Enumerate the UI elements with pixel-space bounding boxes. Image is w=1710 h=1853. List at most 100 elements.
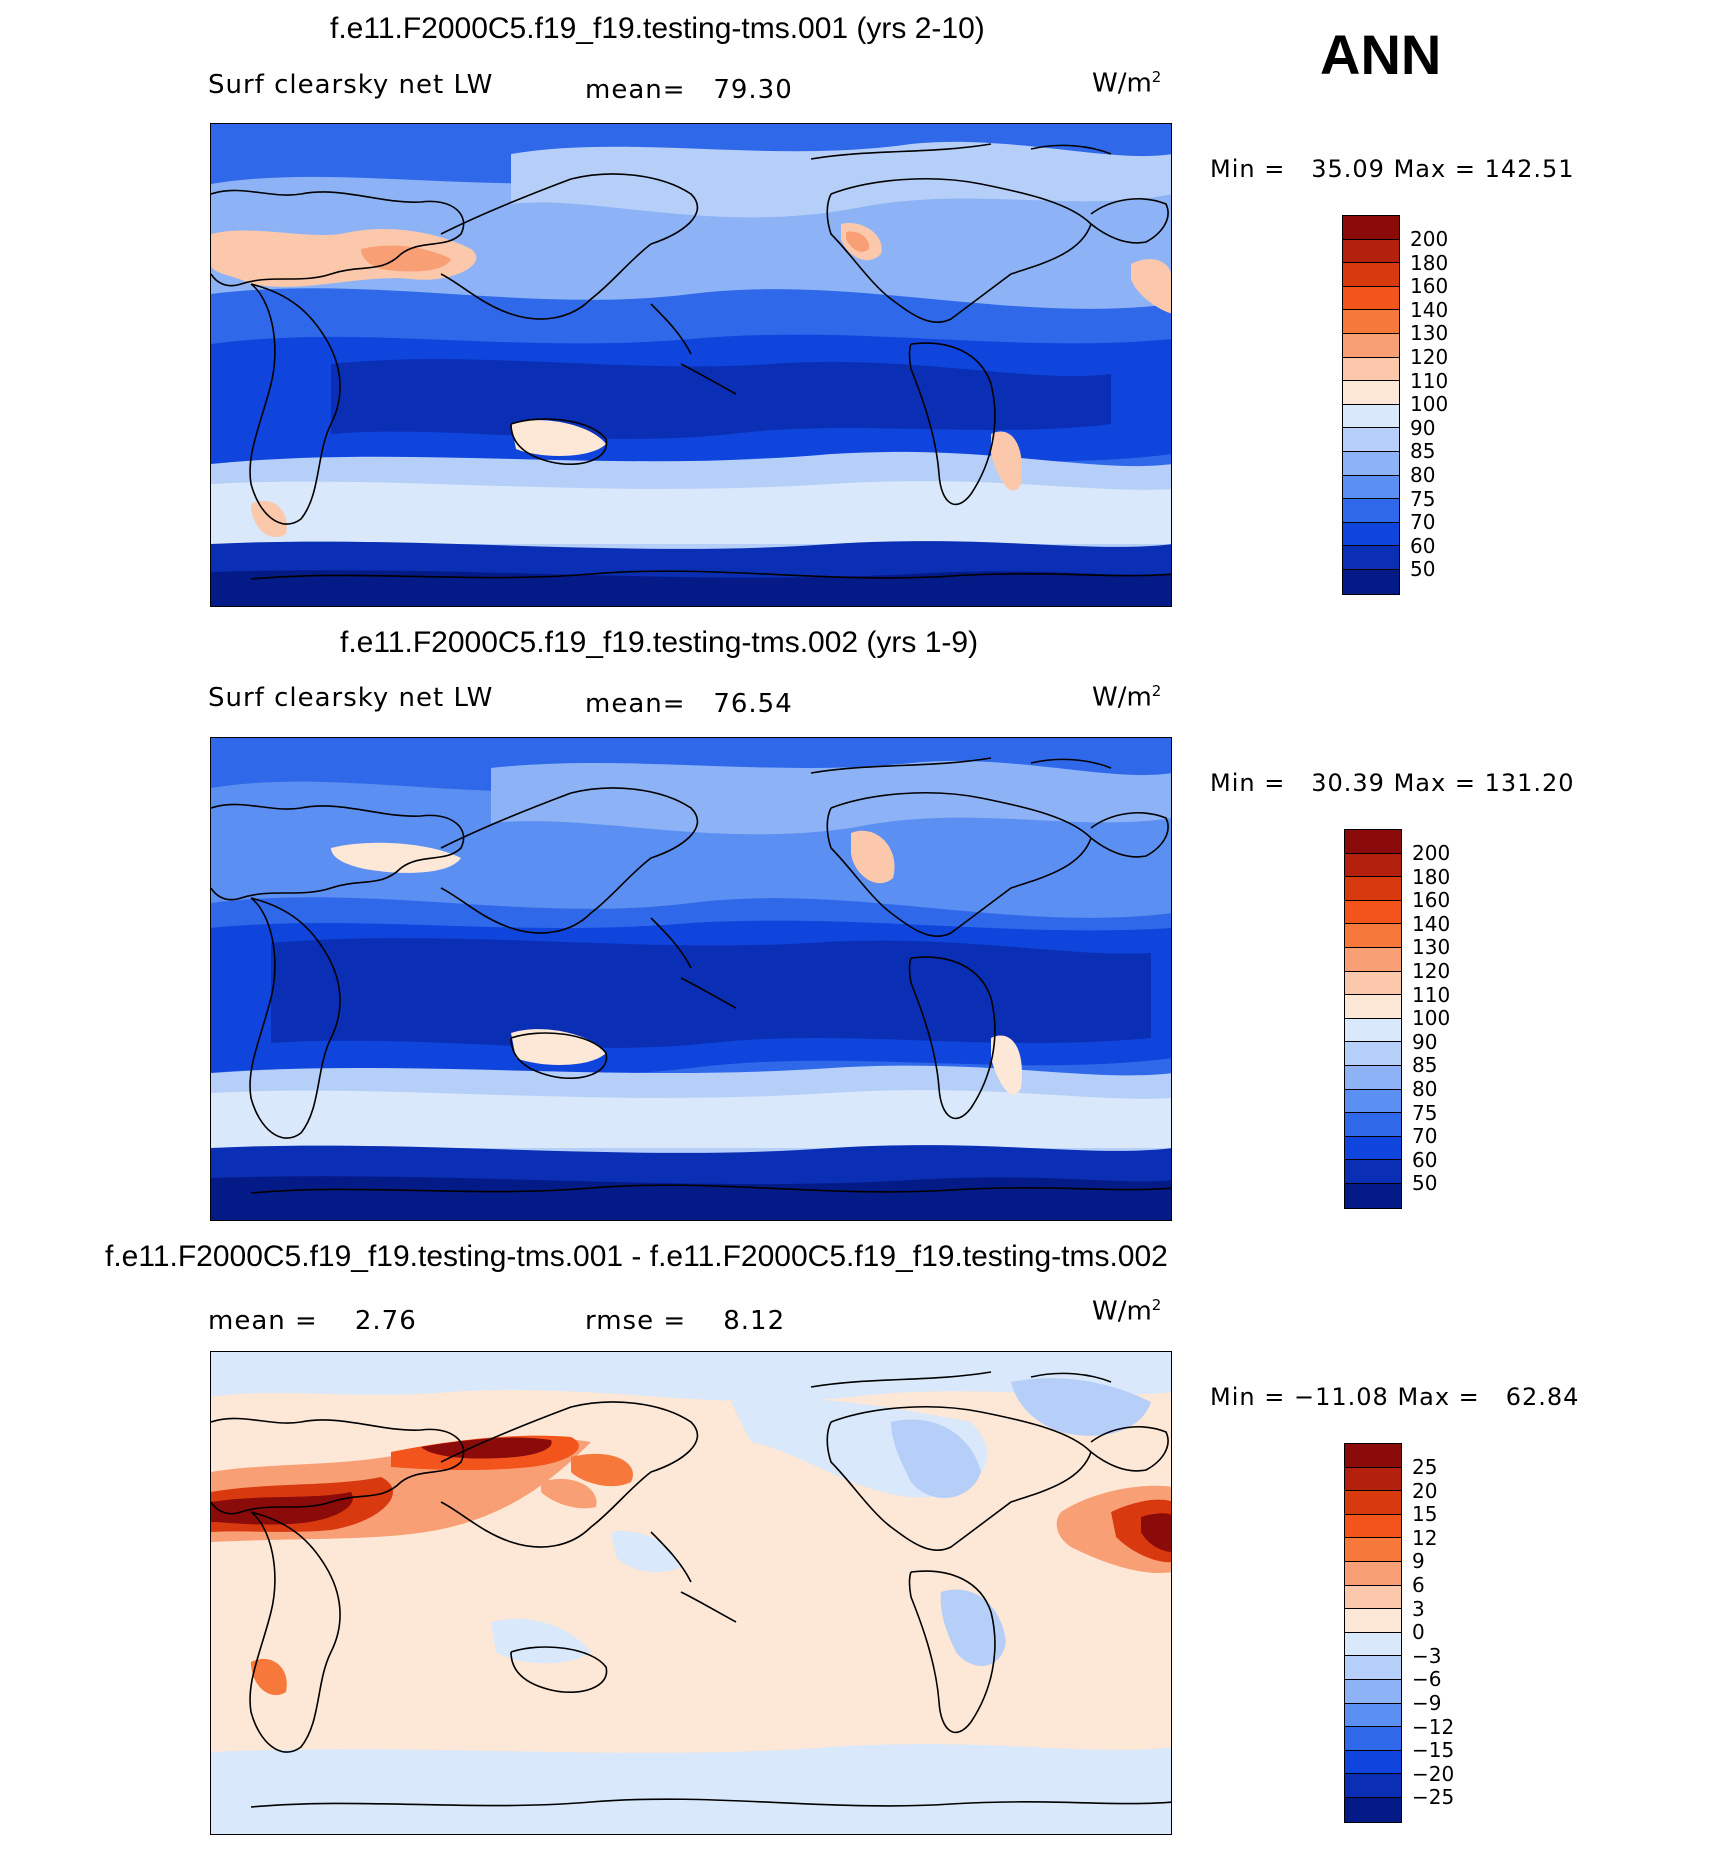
panel1-mean: mean= 79.30 bbox=[585, 75, 793, 105]
swatch bbox=[1343, 404, 1399, 429]
colorbar-label: 12 bbox=[1412, 1526, 1438, 1550]
panel2-max-label: Max = bbox=[1393, 769, 1476, 797]
panel2-map-svg bbox=[211, 738, 1171, 1220]
colorbar-label: −12 bbox=[1412, 1715, 1455, 1739]
swatch bbox=[1343, 381, 1399, 405]
swatch bbox=[1345, 853, 1401, 878]
swatch bbox=[1345, 1797, 1401, 1822]
swatch bbox=[1345, 1561, 1401, 1586]
colorbar-label: 75 bbox=[1412, 1101, 1438, 1125]
panel2-mean: mean= 76.54 bbox=[585, 689, 793, 719]
panel3-rmse-value: 8.12 bbox=[723, 1306, 786, 1336]
panel1-map bbox=[210, 123, 1172, 607]
colorbar-label: −20 bbox=[1412, 1762, 1455, 1786]
swatch bbox=[1345, 830, 1401, 854]
colorbar-label: 120 bbox=[1410, 345, 1449, 369]
swatch bbox=[1345, 971, 1401, 996]
panel1-minmax: Min = 35.09 Max = 142.51 bbox=[1210, 155, 1575, 183]
panel1-max-label: Max = bbox=[1393, 155, 1476, 183]
swatch bbox=[1345, 1065, 1401, 1090]
swatch bbox=[1343, 333, 1399, 358]
panel3-mean: mean = 2.76 bbox=[208, 1306, 417, 1336]
colorbar-label: 25 bbox=[1412, 1455, 1438, 1479]
swatch bbox=[1345, 1679, 1401, 1704]
swatch bbox=[1345, 1609, 1401, 1633]
colorbar-label: 160 bbox=[1412, 888, 1451, 912]
swatch bbox=[1345, 1042, 1401, 1066]
panel2-mean-label: mean= bbox=[585, 689, 686, 719]
swatch bbox=[1343, 239, 1399, 264]
swatch bbox=[1345, 924, 1401, 948]
colorbar-label: 140 bbox=[1410, 298, 1449, 322]
panel2-units-base: W/m bbox=[1092, 682, 1152, 713]
panel1-min-label: Min = bbox=[1210, 155, 1286, 183]
swatch bbox=[1343, 357, 1399, 382]
panel2-variable: Surf clearsky net LW bbox=[208, 683, 494, 713]
colorbar-label: 130 bbox=[1410, 321, 1449, 345]
panel3-min-value: −11.08 bbox=[1293, 1383, 1389, 1411]
panel3-map-svg bbox=[211, 1352, 1171, 1834]
swatch bbox=[1345, 1113, 1401, 1137]
colorbar-label: −15 bbox=[1412, 1738, 1455, 1762]
swatch bbox=[1343, 451, 1399, 476]
swatch bbox=[1345, 995, 1401, 1019]
swatch bbox=[1345, 1467, 1401, 1492]
panel2-mean-value: 76.54 bbox=[713, 689, 793, 719]
swatch bbox=[1345, 1585, 1401, 1610]
colorbar-label: −25 bbox=[1412, 1785, 1455, 1809]
swatch bbox=[1343, 216, 1399, 240]
swatch bbox=[1343, 310, 1399, 334]
colorbar-label: 6 bbox=[1412, 1573, 1425, 1597]
panel1-min-value: 35.09 bbox=[1311, 155, 1385, 183]
swatch bbox=[1345, 1136, 1401, 1161]
panel3-map bbox=[210, 1351, 1172, 1835]
panel1-max-value: 142.51 bbox=[1484, 155, 1575, 183]
swatch bbox=[1343, 263, 1399, 287]
panel3-units-base: W/m bbox=[1092, 1296, 1152, 1327]
panel2-min-label: Min = bbox=[1210, 769, 1286, 797]
panel1-variable: Surf clearsky net LW bbox=[208, 70, 494, 100]
colorbar-label: 0 bbox=[1412, 1620, 1425, 1644]
swatch bbox=[1345, 1491, 1401, 1515]
swatch bbox=[1345, 877, 1401, 901]
panel3-rmse: rmse = 8.12 bbox=[585, 1306, 785, 1336]
swatch bbox=[1345, 1160, 1401, 1184]
swatch bbox=[1345, 900, 1401, 925]
panel2-colorbar-swatches bbox=[1344, 829, 1402, 1209]
colorbar-label: 200 bbox=[1410, 227, 1449, 251]
colorbar-label: 180 bbox=[1412, 865, 1451, 889]
panel2-max-value: 131.20 bbox=[1484, 769, 1575, 797]
panel1-mean-value: 79.30 bbox=[713, 75, 793, 105]
colorbar-label: 85 bbox=[1410, 439, 1436, 463]
colorbar-label: 160 bbox=[1410, 274, 1449, 298]
colorbar-label: 140 bbox=[1412, 912, 1451, 936]
panel3-colorbar-swatches bbox=[1344, 1443, 1402, 1823]
colorbar-label: 200 bbox=[1412, 841, 1451, 865]
panel2-min-value: 30.39 bbox=[1311, 769, 1385, 797]
panel3-rmse-label: rmse = bbox=[585, 1306, 687, 1336]
colorbar-label: −3 bbox=[1412, 1644, 1442, 1668]
swatch bbox=[1345, 1444, 1401, 1468]
panel3-title: f.e11.F2000C5.f19_f19.testing-tms.001 - … bbox=[105, 1240, 1168, 1273]
colorbar-label: 60 bbox=[1410, 534, 1436, 558]
panel3-minmax: Min = −11.08 Max = 62.84 bbox=[1210, 1383, 1579, 1411]
panel3-units-exp: 2 bbox=[1151, 1296, 1162, 1314]
colorbar-label: 50 bbox=[1412, 1171, 1438, 1195]
colorbar-label: −6 bbox=[1412, 1667, 1442, 1691]
colorbar-label: 110 bbox=[1410, 369, 1449, 393]
colorbar-label: 80 bbox=[1410, 463, 1436, 487]
swatch bbox=[1345, 1632, 1401, 1657]
colorbar-label: 15 bbox=[1412, 1502, 1438, 1526]
swatch bbox=[1345, 1774, 1401, 1798]
swatch bbox=[1343, 546, 1399, 570]
colorbar-label: 90 bbox=[1412, 1030, 1438, 1054]
colorbar-label: 120 bbox=[1412, 959, 1451, 983]
colorbar-label: 9 bbox=[1412, 1549, 1425, 1573]
panel1-units-base: W/m bbox=[1092, 68, 1152, 99]
colorbar-label: 3 bbox=[1412, 1597, 1425, 1621]
panel1-map-svg bbox=[211, 124, 1171, 606]
panel1-title: f.e11.F2000C5.f19_f19.testing-tms.001 (y… bbox=[330, 12, 985, 45]
colorbar-label: 70 bbox=[1412, 1124, 1438, 1148]
panel2-minmax: Min = 30.39 Max = 131.20 bbox=[1210, 769, 1575, 797]
colorbar-label: 100 bbox=[1410, 392, 1449, 416]
